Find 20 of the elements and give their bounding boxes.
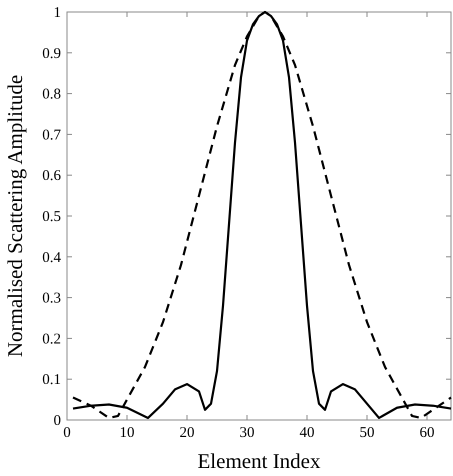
y-tick-label: 0.3 <box>42 290 61 307</box>
y-tick-label: 0.9 <box>42 46 61 62</box>
x-tick-label: 20 <box>180 425 194 441</box>
line-series <box>72 10 452 420</box>
y-axis-title: Normalised Scattering Amplitude <box>3 74 27 358</box>
x-tick-label: 10 <box>120 425 134 441</box>
y-tick-label: 0.2 <box>42 331 61 348</box>
x-tick-label: 60 <box>420 425 434 441</box>
x-tick-label: 30 <box>240 425 254 441</box>
x-tick-label: 40 <box>300 425 314 441</box>
y-tick-label: 0.6 <box>42 168 62 184</box>
y-tick-label: 0 <box>54 413 61 429</box>
y-tick-label: 0.5 <box>42 209 61 225</box>
y-tick-label: 0.1 <box>42 372 61 388</box>
x-tick-label: 50 <box>360 425 374 441</box>
y-tick-label: 0.7 <box>42 127 62 144</box>
y-tick-label: 0.4 <box>42 250 62 266</box>
y-tick-label: 1 <box>54 5 61 21</box>
y-tick-label: 0.8 <box>42 86 61 103</box>
x-axis-title: Element Index <box>197 449 322 473</box>
